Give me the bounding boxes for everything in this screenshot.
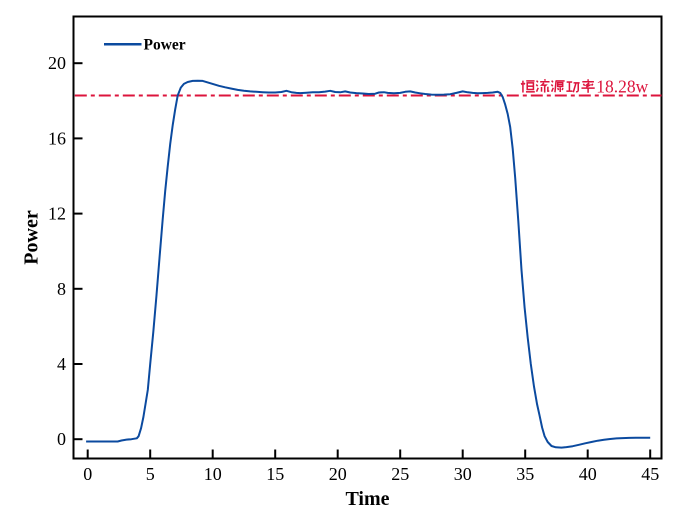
svg-text:25: 25	[391, 464, 409, 484]
svg-text:Power: Power	[21, 210, 43, 265]
svg-text:Time: Time	[345, 488, 389, 510]
svg-text:15: 15	[266, 464, 284, 484]
svg-text:20: 20	[329, 464, 347, 484]
svg-text:40: 40	[579, 464, 597, 484]
svg-text:45: 45	[641, 464, 659, 484]
svg-text:30: 30	[454, 464, 472, 484]
svg-text:4: 4	[57, 354, 66, 374]
svg-text:0: 0	[83, 464, 92, 484]
svg-text:8: 8	[57, 279, 66, 299]
svg-text:12: 12	[48, 204, 66, 224]
svg-text:Power: Power	[144, 37, 186, 54]
svg-text:5: 5	[146, 464, 155, 484]
svg-text:10: 10	[204, 464, 222, 484]
svg-text:35: 35	[516, 464, 534, 484]
svg-text:0: 0	[57, 429, 66, 449]
svg-text:20: 20	[48, 53, 66, 73]
svg-text:16: 16	[48, 128, 66, 148]
svg-text:18.28w: 18.28w	[596, 77, 648, 97]
